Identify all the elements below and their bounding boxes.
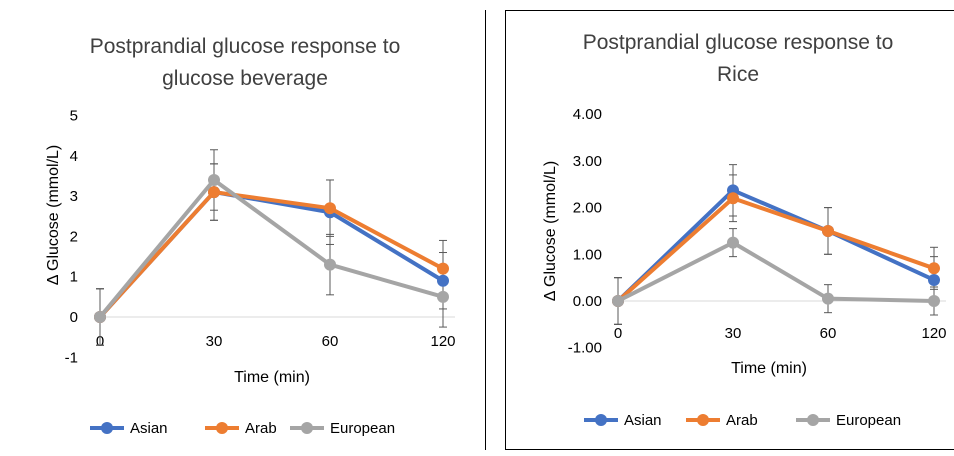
data-point-european (928, 295, 940, 307)
y-tick-label: 4.00 (573, 106, 602, 123)
y-tick-label: -1 (65, 349, 78, 366)
legend-marker-european (301, 422, 313, 434)
legend-label-asian: Asian (624, 412, 662, 429)
chart-glucose-beverage: Postprandial glucose response to glucose … (45, 35, 456, 437)
chart-panel-glucose-beverage: Postprandial glucose response to glucose … (0, 10, 486, 450)
y-tick-label: 2.00 (573, 200, 602, 217)
y-tick-label: 4 (70, 148, 78, 165)
y-tick-label: 1.00 (573, 246, 602, 263)
chart-title-line-1: Postprandial glucose response to (583, 31, 894, 54)
x-axis-label: Time (min) (234, 369, 310, 386)
y-tick-label: 3.00 (573, 153, 602, 170)
chart-rice: Postprandial glucose response to Rice -1.0… (542, 31, 947, 429)
legend-label-european: European (836, 412, 901, 429)
data-point-european (822, 292, 834, 305)
y-tick-label: 1 (70, 269, 78, 286)
legend: Asian Arab European (584, 412, 901, 429)
data-point-european (208, 173, 220, 186)
y-tick-label: -1.00 (568, 340, 602, 357)
x-tick-label: 60 (322, 333, 339, 350)
x-tick-label: 60 (820, 325, 837, 342)
data-point-asian (437, 274, 449, 287)
data-point-arab (324, 202, 336, 215)
chart-panel-rice: Postprandial glucose response to Rice -1.0… (505, 10, 954, 450)
series-line-european (98, 177, 444, 319)
data-point-european (437, 290, 449, 303)
legend-label-arab: Arab (245, 420, 277, 437)
y-tick-label: 0.00 (573, 293, 602, 310)
legend-marker-asian (101, 422, 113, 434)
y-tick-label: 5 (70, 108, 78, 125)
data-point-european (324, 258, 336, 271)
x-axis-label: Time (min) (731, 360, 807, 377)
x-tick-label: 0 (614, 325, 622, 342)
series-line-arab (616, 196, 935, 303)
legend: Asian Arab European (90, 420, 395, 437)
y-axis-label: Δ Glucose (mmol/L) (45, 145, 62, 286)
data-point-arab (208, 186, 220, 199)
legend-marker-arab (697, 414, 709, 426)
x-tick-label: 30 (206, 333, 223, 350)
data-point-european (94, 311, 106, 323)
chart-title-line-1: Postprandial glucose response to (90, 35, 401, 58)
legend-marker-european (807, 414, 819, 426)
series-line-european (617, 240, 935, 303)
series-line-arab (98, 190, 444, 319)
y-axis-label: Δ Glucose (mmol/L) (542, 161, 559, 302)
chart-title-line-2: glucose beverage (162, 67, 328, 90)
legend-marker-asian (595, 414, 607, 426)
x-tick-label: 120 (430, 333, 455, 350)
data-point-arab (437, 262, 449, 275)
x-tick-label: 30 (725, 325, 742, 342)
data-point-european (612, 295, 624, 307)
x-tick-label: 120 (921, 325, 946, 342)
data-point-european (727, 236, 739, 249)
data-point-arab (727, 192, 739, 205)
data-point-asian (928, 273, 940, 286)
legend-label-asian: Asian (130, 420, 168, 437)
series-line-asian (616, 188, 935, 303)
chart-title-line-2: Rice (717, 63, 759, 86)
data-point-arab (822, 224, 834, 237)
legend-marker-arab (216, 422, 228, 434)
y-tick-label: 2 (70, 228, 78, 245)
y-tick-label: 0 (70, 309, 78, 326)
data-point-arab (928, 262, 940, 275)
y-tick-label: 3 (70, 188, 78, 205)
legend-label-european: European (330, 420, 395, 437)
legend-label-arab: Arab (726, 412, 758, 429)
